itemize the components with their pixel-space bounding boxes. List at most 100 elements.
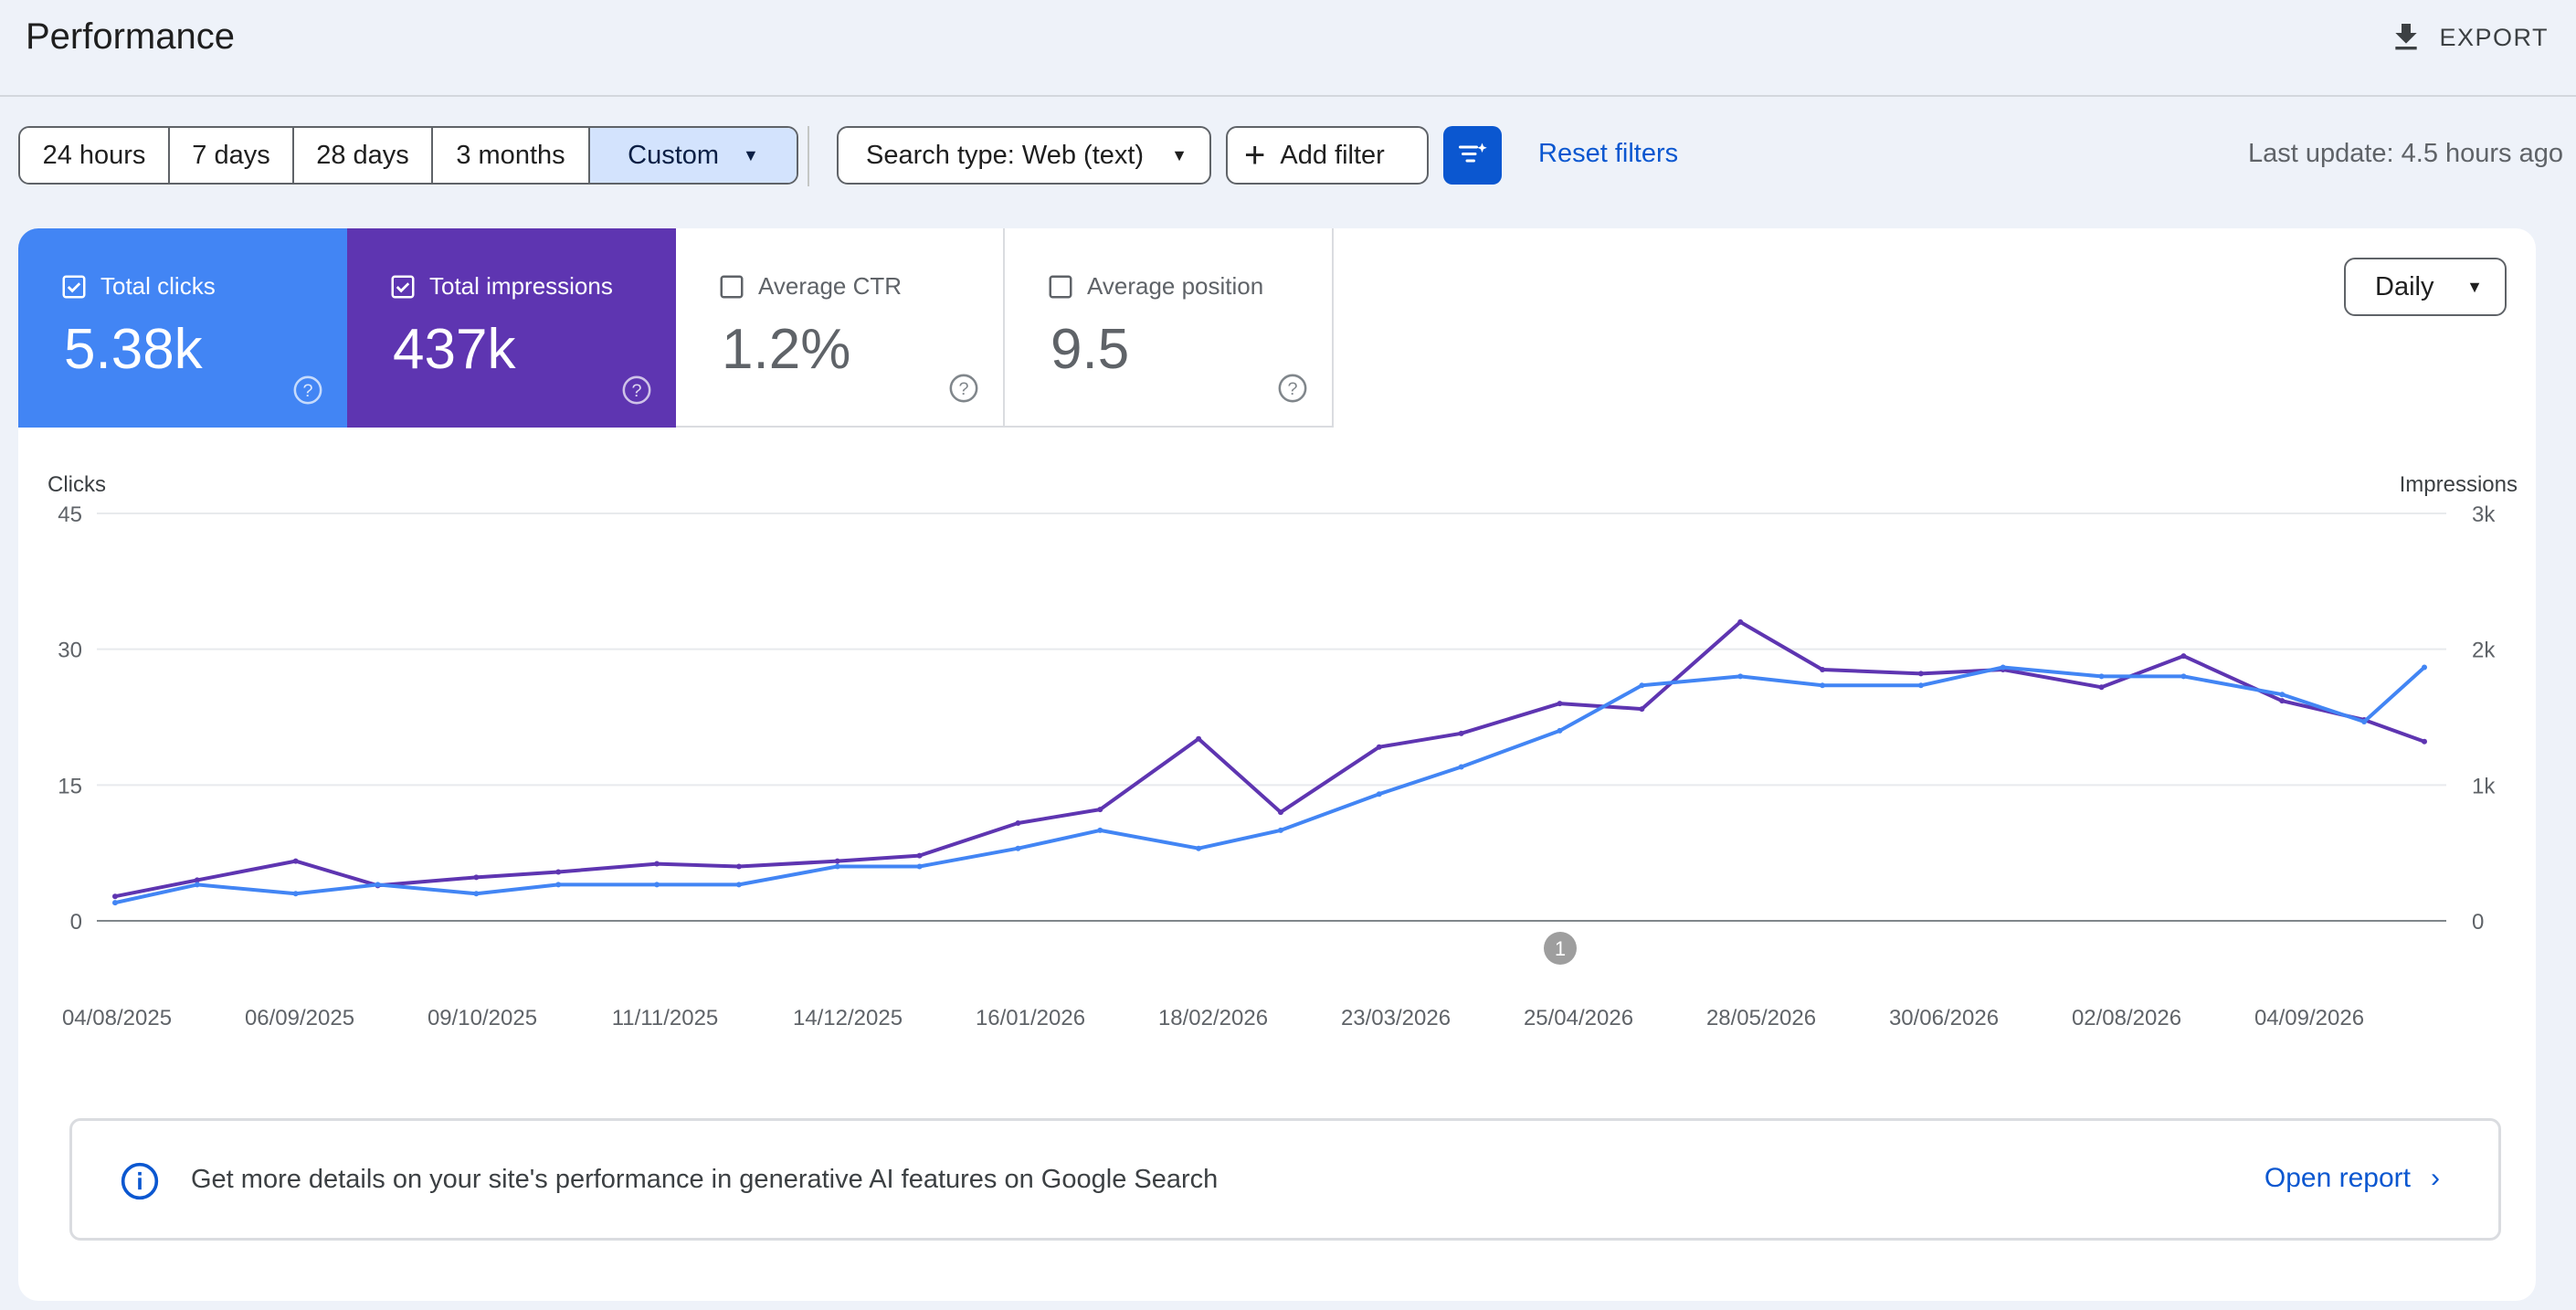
last-update-text: Last update: 4.5 hours ago xyxy=(2247,139,2563,168)
x-tick-label: 18/02/2026 xyxy=(1158,1006,1268,1030)
divider xyxy=(808,126,809,186)
open-report-link[interactable]: Open report › xyxy=(2265,1163,2440,1194)
range-28-days[interactable]: 28 days xyxy=(294,128,433,183)
data-point xyxy=(1557,727,1563,734)
range-7-days[interactable]: 7 days xyxy=(170,128,294,183)
data-point xyxy=(834,863,840,870)
metric-average-position[interactable]: Average position 9.5 ? xyxy=(1005,228,1334,428)
search-type-dropdown[interactable]: Search type: Web (text) ▼ xyxy=(837,126,1211,185)
svg-text:?: ? xyxy=(1287,379,1297,399)
data-point xyxy=(1917,682,1924,689)
caret-down-icon: ▼ xyxy=(1171,145,1188,164)
data-point xyxy=(555,882,562,888)
chevron-right-icon: › xyxy=(2431,1163,2440,1193)
help-icon[interactable]: ? xyxy=(292,375,323,406)
y-tick-right: 1k xyxy=(2472,774,2496,798)
data-point xyxy=(1196,845,1202,851)
y-tick-right: 3k xyxy=(2472,502,2496,527)
data-point xyxy=(1097,807,1103,813)
range-3-months[interactable]: 3 months xyxy=(433,128,590,183)
annotation-label: 1 xyxy=(1555,937,1566,960)
filter-toggle-button[interactable] xyxy=(1443,126,1502,185)
data-point xyxy=(2422,738,2427,745)
metric-average-ctr[interactable]: Average CTR 1.2% ? xyxy=(676,228,1005,428)
data-point xyxy=(194,882,200,888)
x-tick-label: 16/01/2026 xyxy=(976,1006,1085,1030)
download-icon xyxy=(2395,24,2418,50)
export-label: EXPORT xyxy=(2439,23,2549,51)
metric-total-impressions[interactable]: Total impressions 437k ? xyxy=(347,228,676,428)
data-point xyxy=(1277,809,1283,816)
export-button[interactable]: EXPORT xyxy=(2388,16,2549,58)
checkbox-checked-icon[interactable] xyxy=(60,273,88,301)
performance-chart[interactable]: Clicks Impressions 0 0 15 1k 30 2k 45 3k 04/08/202… xyxy=(18,457,2536,1242)
data-point xyxy=(292,891,299,897)
x-tick-label: 09/10/2025 xyxy=(428,1006,537,1030)
range-label: Custom xyxy=(628,140,720,170)
range-24-hours[interactable]: 24 hours xyxy=(20,128,170,183)
range-label: 7 days xyxy=(192,140,270,170)
data-point xyxy=(735,882,742,888)
add-filter-button[interactable]: + Add filter xyxy=(1226,126,1429,185)
data-point xyxy=(2098,684,2105,691)
add-filter-label: Add filter xyxy=(1280,140,1385,170)
data-point xyxy=(735,863,742,870)
caret-down-icon: ▼ xyxy=(2466,277,2483,296)
data-point xyxy=(1737,618,1744,625)
help-icon[interactable]: ? xyxy=(948,373,979,404)
search-type-label: Search type: Web (text) xyxy=(866,140,1145,170)
reset-filters-link[interactable]: Reset filters xyxy=(1538,139,1679,168)
checkbox-checked-icon[interactable] xyxy=(389,273,417,301)
data-point xyxy=(1639,706,1645,713)
range-label: 24 hours xyxy=(42,140,146,170)
range-custom[interactable]: Custom ▼ xyxy=(590,128,797,183)
x-tick-label: 23/03/2026 xyxy=(1341,1006,1451,1030)
help-icon[interactable]: ? xyxy=(621,375,652,406)
annotation-marker[interactable] xyxy=(1544,932,1577,965)
data-point xyxy=(654,882,660,888)
filter-bar: 24 hours 7 days 28 days 3 months Custom ▼… xyxy=(0,126,2576,186)
data-point xyxy=(654,861,660,867)
data-point xyxy=(473,874,480,881)
x-tick-label: 30/06/2026 xyxy=(1889,1006,1999,1030)
granularity-dropdown[interactable]: Daily ▼ xyxy=(2344,258,2507,316)
help-icon[interactable]: ? xyxy=(1277,373,1308,404)
data-point xyxy=(112,893,118,900)
x-tick-label: 06/09/2025 xyxy=(245,1006,354,1030)
data-point xyxy=(1639,682,1645,689)
data-point xyxy=(1376,744,1382,750)
x-tick-label: 11/11/2025 xyxy=(612,1006,719,1030)
data-point xyxy=(2279,698,2286,704)
data-point xyxy=(1196,735,1202,742)
x-tick-label: 02/08/2026 xyxy=(2072,1006,2181,1030)
y-tick-left: 0 xyxy=(70,910,82,935)
data-point xyxy=(1458,730,1464,736)
data-point xyxy=(2361,718,2368,724)
data-point xyxy=(1097,827,1103,833)
metric-total-clicks[interactable]: Total clicks 5.38k ? xyxy=(18,228,347,428)
checkbox-unchecked-icon[interactable] xyxy=(1047,273,1074,301)
metric-value: 437k xyxy=(393,318,516,381)
data-point xyxy=(2180,673,2187,680)
data-point xyxy=(916,852,923,859)
caret-down-icon: ▼ xyxy=(743,145,759,164)
banner-message: Get more details on your site's performa… xyxy=(191,1165,1219,1194)
data-point xyxy=(1458,764,1464,770)
data-point xyxy=(2098,673,2105,680)
range-label: 3 months xyxy=(456,140,565,170)
metric-label: Total impressions xyxy=(429,272,613,300)
checkbox-unchecked-icon[interactable] xyxy=(718,273,745,301)
data-point xyxy=(1015,819,1021,826)
data-point xyxy=(1015,845,1021,851)
y-axis-left-label: Clicks xyxy=(48,472,106,497)
data-point xyxy=(1737,673,1744,680)
page-title: Performance xyxy=(26,16,235,57)
y-axis-right-label: Impressions xyxy=(2400,472,2518,497)
metric-label: Average CTR xyxy=(758,272,903,300)
data-point xyxy=(1557,701,1563,707)
svg-text:?: ? xyxy=(631,381,641,401)
open-report-label: Open report xyxy=(2264,1163,2411,1193)
metric-value: 9.5 xyxy=(1050,318,1130,381)
data-point xyxy=(473,891,480,897)
page-header: Performance EXPORT xyxy=(0,0,2576,97)
